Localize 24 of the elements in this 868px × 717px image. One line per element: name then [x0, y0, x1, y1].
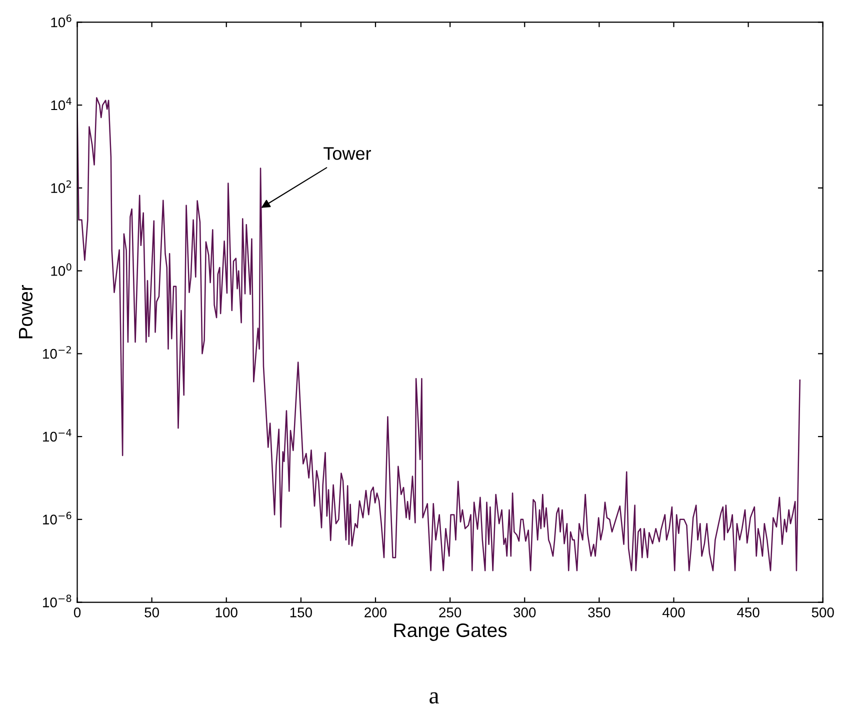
x-tick-label: 400	[662, 608, 685, 618]
line-series	[77, 97, 801, 572]
y-tick-label: 10$^{2}$	[51, 180, 71, 194]
y-tick-label: 10$^{−2}$	[43, 346, 71, 359]
annotation: Tower	[324, 147, 372, 160]
x-tick-label: 100	[216, 608, 238, 618]
x-tick-label: 300	[514, 608, 536, 618]
x-tick-label: 200	[364, 608, 387, 618]
y-tick-label: 10$^{6}$	[51, 14, 72, 28]
y-axis-title: Power	[19, 285, 33, 338]
x-tick-label: 250	[439, 608, 462, 618]
x-tick-label: 50	[144, 608, 159, 618]
x-tick-label: 450	[737, 608, 760, 618]
x-tick-label: 0	[74, 608, 81, 618]
x-tick-label: 500	[812, 608, 834, 618]
y-tick-label: 10$^{−4}$	[43, 429, 72, 442]
x-tick-label: 150	[290, 608, 312, 618]
text: a	[430, 692, 439, 704]
x-axis-title: Range Gates	[394, 623, 507, 641]
y-tick-label: 10$^{4}$	[51, 98, 72, 110]
y-tick-label: 10$^{−8}$	[43, 594, 72, 608]
y-tick-label: 10$^{−6}$	[43, 512, 72, 524]
y-tick-label: 10$^{0}$	[51, 263, 72, 276]
x-tick-label: 350	[588, 608, 610, 618]
